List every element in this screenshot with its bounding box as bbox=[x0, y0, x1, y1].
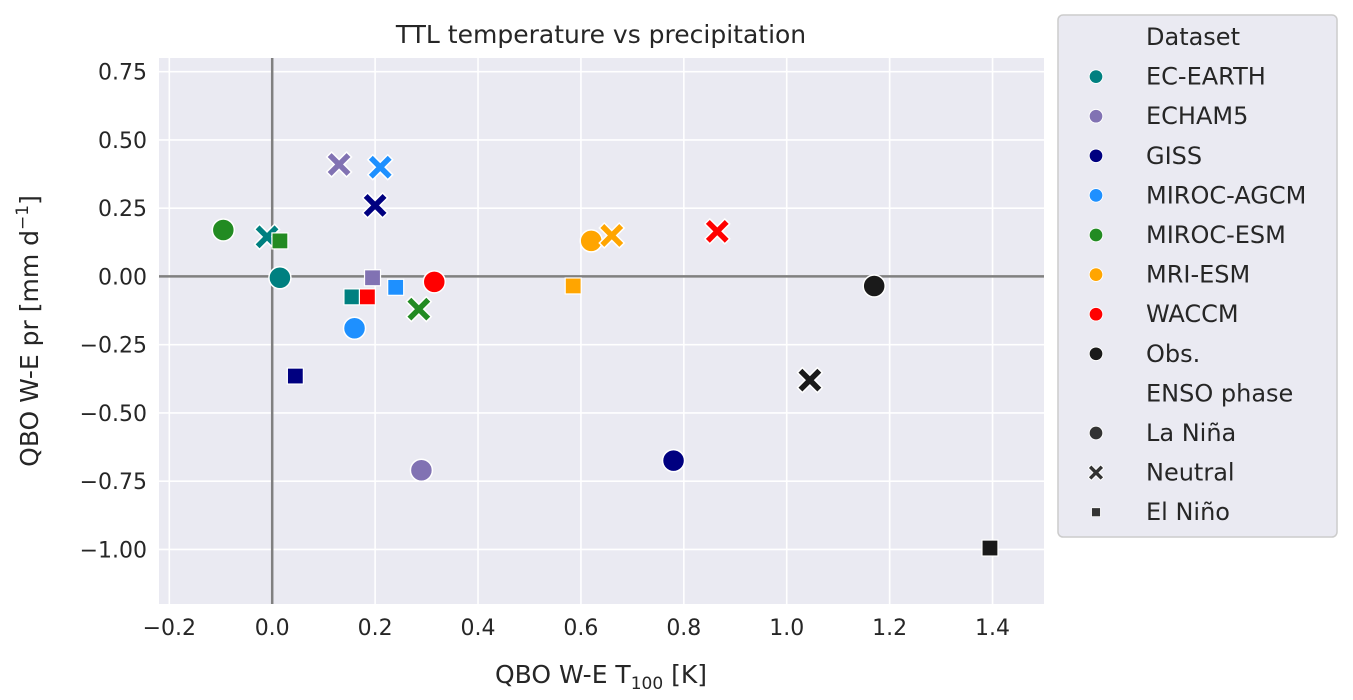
x-tick-label: 0.2 bbox=[358, 616, 393, 641]
x-axis-label: QBO W-E T100 [K] bbox=[495, 660, 707, 694]
legend: Dataset EC-EARTH ECHAM5 GISS MIROC-AGCM MIROC… bbox=[1057, 14, 1338, 538]
y-axis-label: QBO W-E pr [mm d−1] bbox=[13, 195, 44, 467]
legend-marker-miroc-agcm bbox=[1088, 188, 1104, 203]
legend-label-giss: GISS bbox=[1146, 142, 1202, 170]
legend-marker-neutral bbox=[1087, 464, 1105, 481]
x-tick-label: 1.4 bbox=[975, 616, 1010, 641]
legend-label-obs: Obs. bbox=[1146, 340, 1200, 368]
point-giss-la-nina bbox=[661, 448, 686, 473]
point-waccm-el-nino bbox=[358, 288, 376, 306]
point-miroc-esm-neutral bbox=[405, 295, 433, 323]
point-waccm-la-nina bbox=[422, 270, 447, 294]
legend-label-la-nina: La Niña bbox=[1146, 419, 1236, 447]
point-mri-esm-la-nina bbox=[579, 229, 603, 253]
legend-marker-el-nino bbox=[1091, 507, 1101, 517]
point-miroc-agcm-la-nina bbox=[342, 316, 367, 341]
y-tick-labels: 0.75 0.50 0.25 0.00 −0.25 −0.50 −0.75 −1.00 bbox=[80, 61, 147, 564]
legend-marker-miroc-esm bbox=[1088, 227, 1104, 243]
y-tick-label: −0.75 bbox=[80, 470, 147, 495]
y-tick-label: 0.75 bbox=[98, 61, 147, 86]
x-tick-label: 0.0 bbox=[255, 616, 290, 641]
x-tick-label: 0.4 bbox=[461, 616, 496, 641]
point-giss-neutral bbox=[361, 191, 389, 219]
x-tick-label: 0.6 bbox=[563, 616, 598, 641]
y-tick-label: −1.00 bbox=[80, 538, 147, 563]
legend-label-miroc-esm: MIROC-ESM bbox=[1146, 221, 1286, 249]
legend-marker-waccm bbox=[1088, 306, 1104, 322]
point-ec-earth-el-nino bbox=[343, 288, 361, 306]
point-giss-el-nino bbox=[286, 367, 304, 385]
point-obs-la-nina bbox=[862, 274, 886, 298]
point-waccm-neutral bbox=[703, 217, 731, 245]
y-tick-label: 0.00 bbox=[98, 265, 147, 290]
x-tick-label: 1.2 bbox=[872, 616, 907, 641]
x-tick-label: 0.8 bbox=[666, 616, 701, 641]
point-miroc-esm-el-nino bbox=[271, 232, 289, 250]
legend-marker-echam5 bbox=[1088, 108, 1104, 124]
legend-title-dataset: Dataset bbox=[1146, 23, 1240, 51]
legend-marker-ec-earth bbox=[1088, 69, 1104, 84]
data-points bbox=[211, 150, 999, 557]
legend-title-enso-phase: ENSO phase bbox=[1146, 379, 1293, 407]
x-tick-labels: −0.2 0.0 0.2 0.4 0.6 0.8 1.0 1.2 1.4 bbox=[143, 616, 1010, 641]
reference-lines bbox=[159, 58, 1044, 604]
point-mri-esm-el-nino bbox=[564, 277, 582, 295]
legend-label-ec-earth: EC-EARTH bbox=[1146, 63, 1266, 91]
point-ec-earth-neutral bbox=[253, 223, 281, 251]
point-echam5-el-nino bbox=[363, 269, 382, 287]
legend-label-miroc-agcm: MIROC-AGCM bbox=[1146, 181, 1306, 209]
point-mri-esm-neutral bbox=[598, 221, 626, 249]
legend-marker-la-nina bbox=[1088, 425, 1104, 441]
point-miroc-esm-la-nina bbox=[211, 218, 236, 242]
legend-marker-mri-esm bbox=[1088, 267, 1104, 282]
point-ec-earth-la-nina bbox=[268, 266, 292, 290]
grid bbox=[159, 58, 1044, 604]
legend-label-waccm: WACCM bbox=[1146, 300, 1239, 328]
y-tick-label: −0.50 bbox=[80, 402, 147, 427]
x-tick-label: 1.0 bbox=[769, 616, 804, 641]
point-echam5-neutral bbox=[325, 150, 353, 178]
point-echam5-la-nina bbox=[409, 458, 434, 482]
legend-label-mri-esm: MRI-ESM bbox=[1146, 261, 1250, 289]
point-obs-el-nino bbox=[981, 539, 999, 557]
legend-label-el-nino: El Niño bbox=[1146, 498, 1230, 526]
x-tick-label: −0.2 bbox=[143, 616, 196, 641]
y-tick-label: −0.25 bbox=[80, 334, 147, 359]
y-tick-label: 0.50 bbox=[98, 129, 147, 154]
legend-box bbox=[1057, 14, 1338, 538]
legend-marker-giss bbox=[1088, 148, 1104, 164]
legend-label-neutral: Neutral bbox=[1146, 459, 1235, 487]
legend-label-echam5: ECHAM5 bbox=[1146, 102, 1248, 130]
legend-marker-obs bbox=[1088, 346, 1104, 362]
chart-title: TTL temperature vs precipitation bbox=[395, 20, 806, 49]
point-miroc-agcm-el-nino bbox=[387, 278, 405, 296]
point-obs-neutral bbox=[796, 366, 824, 394]
y-tick-label: 0.25 bbox=[98, 197, 147, 222]
point-miroc-agcm-neutral bbox=[366, 153, 394, 181]
plot-area bbox=[159, 58, 1044, 604]
